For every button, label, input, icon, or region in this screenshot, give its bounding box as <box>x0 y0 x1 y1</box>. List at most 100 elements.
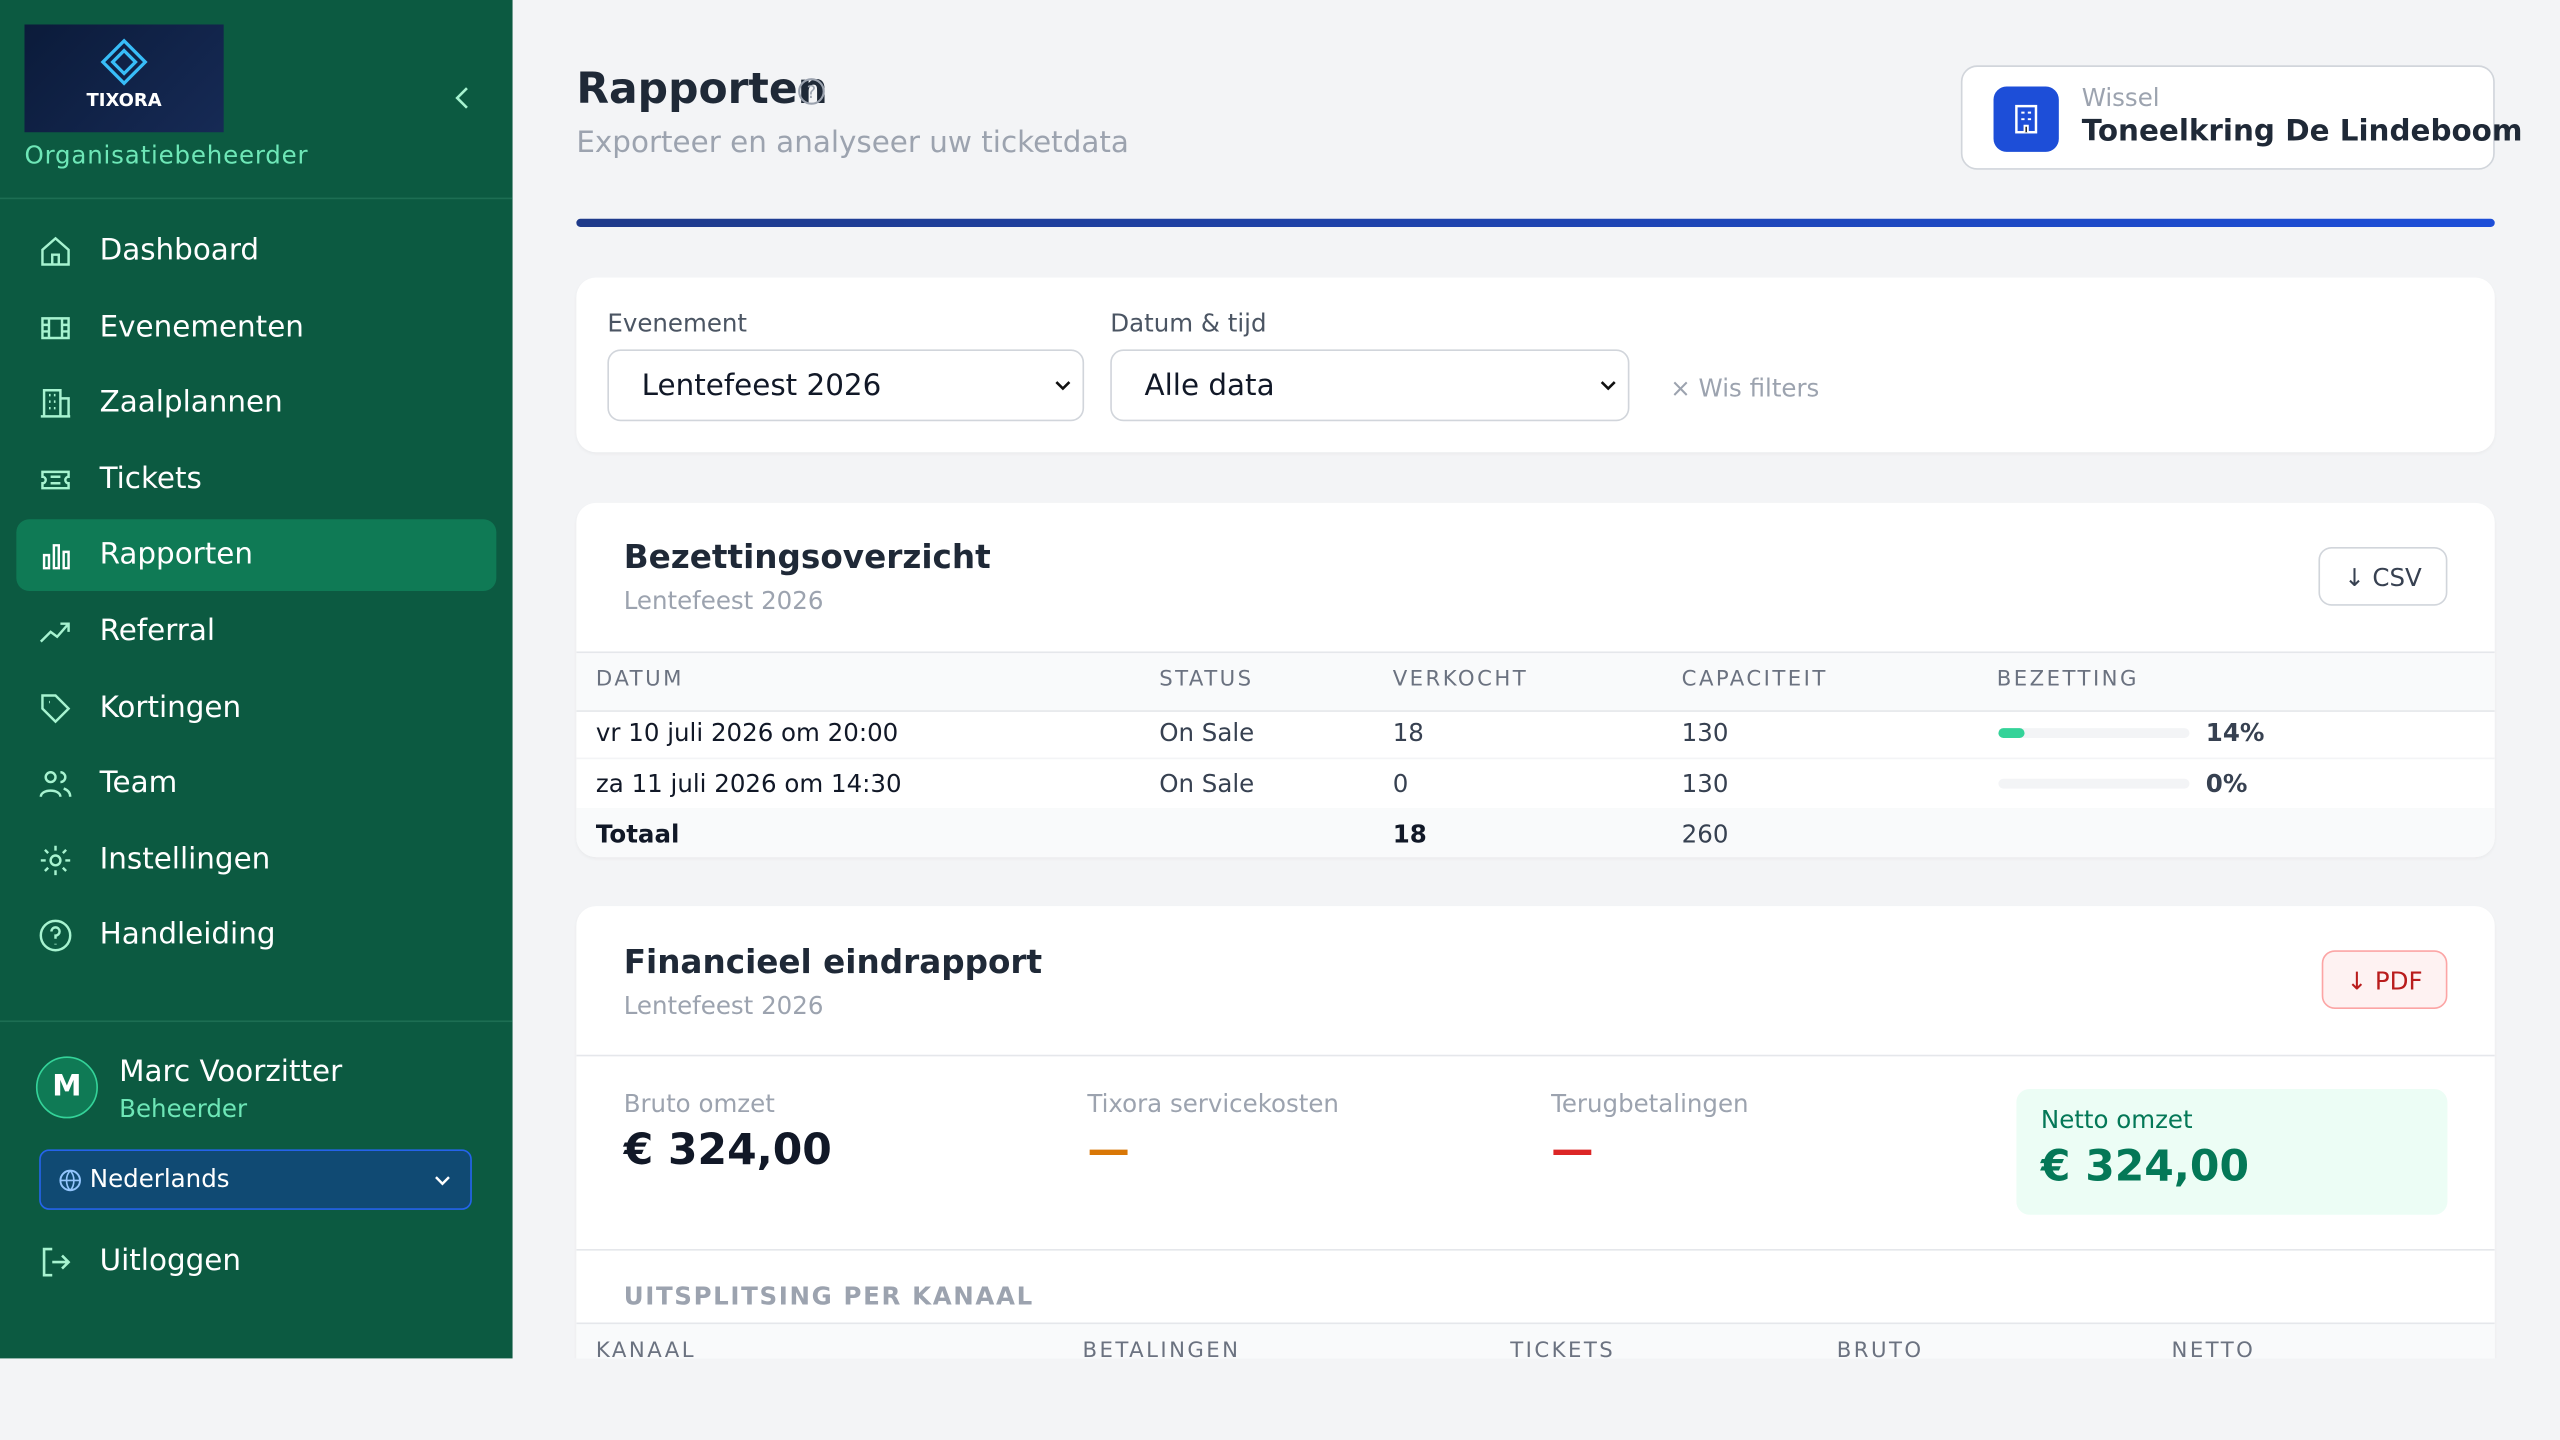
role: Organisatiebeheerder <box>24 140 309 170</box>
card-title: Financieel eindrapport <box>623 942 1043 982</box>
help-icon[interactable]: ? <box>797 77 826 106</box>
occupancy-label: 0% <box>2205 769 2248 799</box>
nav-label: Instellingen <box>99 842 271 877</box>
collapse-button[interactable] <box>451 85 474 111</box>
switch-label: Wissel <box>2081 83 2160 113</box>
user-role: Beheerder <box>119 1093 248 1124</box>
clear-filters[interactable]: × Wis filters <box>1670 373 1820 404</box>
page-subtitle: Exporteer en analyseer uw ticketdata <box>576 125 1129 161</box>
svg-text:?: ? <box>807 82 817 103</box>
nav-item[interactable]: Dashboard <box>16 216 496 288</box>
divider <box>0 1020 513 1023</box>
nav-label: Dashboard <box>99 233 260 268</box>
language-select[interactable]: Nederlands <box>39 1149 472 1210</box>
nav-label: Handleiding <box>99 918 276 953</box>
nav-label: Team <box>99 766 178 801</box>
chevron <box>435 1176 450 1186</box>
date-select[interactable]: Alle data <box>1110 349 1630 422</box>
status-cell: On Sale <box>1159 718 1255 748</box>
total-row <box>576 808 2495 858</box>
table-row <box>576 709 2495 760</box>
status-cell: On Sale <box>1159 769 1255 799</box>
org-icon <box>1993 86 2059 152</box>
organization-switcher[interactable]: Wissel Toneelkring De Lindeboom <box>1960 65 2522 170</box>
nav-item[interactable]: Referral <box>16 596 496 668</box>
nav-icon <box>39 622 70 643</box>
logo-text: TIXORA <box>86 89 162 112</box>
occupancy-track <box>1998 778 2190 789</box>
progress-bar <box>576 218 2495 227</box>
nav-icon <box>42 544 70 571</box>
nav-item[interactable]: Evenementen <box>16 292 496 364</box>
metric-label: Tixora servicekosten <box>1087 1089 1339 1119</box>
nav-icon <box>41 236 70 266</box>
metric-label: Netto omzet <box>2040 1105 2193 1135</box>
column-header: BEZETTING <box>1996 667 2139 693</box>
date-cell: za 11 juli 2026 om 14:30 <box>595 769 902 799</box>
page-title: Rapporten <box>576 65 828 115</box>
nav-item[interactable]: Kortingen <box>16 672 496 744</box>
nav-icon <box>41 316 70 339</box>
nav-label: Evenementen <box>99 309 304 344</box>
nav-label: Referral <box>99 613 216 649</box>
nav-item[interactable]: Tickets <box>16 444 496 516</box>
financial-card: Financieel eindrapport Lentefeest 2026 ↓… <box>576 906 2495 1359</box>
logout[interactable]: Uitloggen <box>16 1226 496 1298</box>
column-header: CAPACITEIT <box>1681 667 1828 693</box>
user-name: Marc Voorzitter <box>119 1054 343 1090</box>
breakdown-header <box>576 1322 2495 1359</box>
filter-label: Evenement <box>607 308 748 338</box>
logo-icon <box>100 38 148 86</box>
sidebar: TIXORA Organisatiebeheerder Dashboard Eve… <box>0 0 513 1359</box>
column-header: STATUS <box>1159 667 1254 693</box>
nav-icon <box>39 920 72 953</box>
nav-item[interactable]: Rapporten <box>16 519 497 592</box>
breakdown-title: UITSPLITSING PER KANAAL <box>623 1281 1034 1312</box>
occupancy-card: Bezettingsoverzicht Lentefeest 2026 ↓ CS… <box>576 502 2495 858</box>
column-header: BRUTO <box>1836 1338 1924 1359</box>
column-header: NETTO <box>2171 1338 2256 1359</box>
total-sold: 18 <box>1392 819 1427 850</box>
nav-item[interactable]: Handleiding <box>16 900 496 972</box>
csv-button[interactable]: ↓ CSV <box>2318 546 2448 606</box>
table-header <box>576 651 2495 712</box>
occupancy-label: 14% <box>2205 718 2265 748</box>
metric-label: Bruto omzet <box>623 1089 775 1119</box>
occupancy-bar <box>1998 728 2026 738</box>
nav-icon <box>41 470 70 490</box>
column-header: KANAAL <box>595 1338 697 1359</box>
logo[interactable]: TIXORA <box>24 24 224 133</box>
metric-value: € 324,00 <box>623 1126 832 1176</box>
filter-label: Datum & tijd <box>1110 308 1267 338</box>
sold-cell: 18 <box>1392 718 1424 748</box>
filter-card: Evenement Lentefeest 2026 Datum & tijd A… <box>576 277 2495 453</box>
event-select[interactable]: Lentefeest 2026 <box>607 349 1085 422</box>
column-header: VERKOCHT <box>1392 667 1529 693</box>
metric-value: € 324,00 <box>2040 1142 2250 1192</box>
metric-label: Terugbetalingen <box>1551 1089 1749 1119</box>
sold-cell: 0 <box>1392 769 1409 799</box>
nav-label: Kortingen <box>99 689 242 725</box>
organization-name: Toneelkring De Lindeboom <box>2081 114 2523 149</box>
nav-icon <box>40 845 71 875</box>
pdf-button[interactable]: ↓ PDF <box>2321 950 2448 1010</box>
nav-icon <box>40 389 71 418</box>
net-highlight <box>2016 1089 2448 1215</box>
card-subtitle: Lentefeest 2026 <box>623 586 824 616</box>
nav-item[interactable]: Zaalplannen <box>16 368 496 440</box>
avatar: M <box>35 1056 98 1119</box>
metric-value: — <box>1087 1126 1130 1176</box>
logout-label: Uitloggen <box>99 1244 241 1279</box>
capacity-cell: 130 <box>1681 769 1729 799</box>
nav-item[interactable]: Instellingen <box>16 824 496 896</box>
metric-value: — <box>1551 1126 1594 1176</box>
main: Rapporten ? Exporteer en analyseer uw ti… <box>512 0 2560 1359</box>
occupancy-track <box>1998 728 2190 738</box>
nav-item[interactable]: Team <box>16 748 496 820</box>
capacity-cell: 130 <box>1681 718 1729 748</box>
column-header: TICKETS <box>1510 1338 1616 1359</box>
column-header: BETALINGEN <box>1082 1338 1241 1359</box>
nav-label: Zaalplannen <box>99 385 283 420</box>
